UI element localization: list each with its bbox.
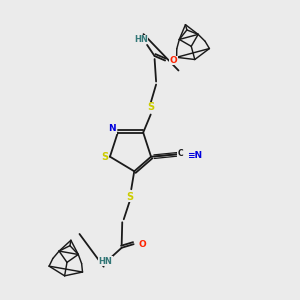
Text: HN: HN bbox=[134, 35, 148, 44]
Text: S: S bbox=[147, 102, 154, 112]
Text: ≡N: ≡N bbox=[187, 151, 202, 160]
Text: O: O bbox=[169, 56, 177, 65]
Text: HN: HN bbox=[98, 257, 112, 266]
Text: S: S bbox=[126, 192, 133, 202]
Text: O: O bbox=[138, 240, 146, 249]
Text: C: C bbox=[178, 149, 183, 158]
Text: N: N bbox=[109, 124, 116, 134]
Text: S: S bbox=[102, 152, 109, 162]
